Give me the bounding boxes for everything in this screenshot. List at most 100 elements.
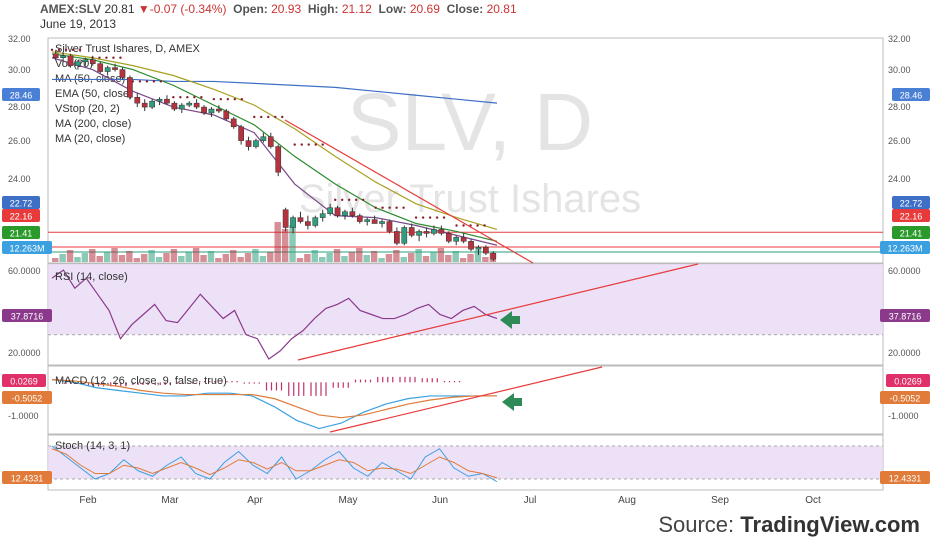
vstop-dot [293, 143, 296, 146]
indicator-line [51, 53, 498, 242]
vstop-dot [274, 115, 277, 119]
candle-body [453, 237, 460, 242]
price-badge-bg [892, 196, 930, 209]
price-badge: 12.263M [9, 244, 44, 254]
x-tick: Oct [805, 495, 821, 506]
x-tick: Jul [524, 495, 537, 506]
volume-bar [66, 250, 74, 262]
x-tick: Jun [432, 495, 448, 506]
open-label: Open: [233, 2, 268, 16]
candle-body [490, 252, 497, 260]
vstop-dot [233, 97, 237, 101]
price-tick: 24.00 [888, 174, 911, 184]
source-label: Source: [658, 512, 735, 537]
signal-badge: -0.5052 [12, 394, 43, 404]
macd-badge: 0.0269 [10, 377, 38, 387]
price-badge-bg [2, 241, 52, 254]
rsi-tick: 20.0000 [888, 348, 921, 358]
source-credit: Source: TradingView.com [658, 512, 920, 538]
legend-item: MA (20, close) [55, 133, 125, 145]
volume-bar [319, 257, 326, 262]
legend-item: EMA (50, close) [55, 88, 133, 100]
vstop-dot [200, 96, 203, 99]
volume-bar [200, 255, 207, 262]
price-tick: 30.00 [888, 65, 911, 75]
vstop-dot [64, 48, 68, 52]
volume-bar [89, 249, 96, 262]
volume-bar [207, 251, 215, 262]
low-value: 20.69 [409, 2, 440, 16]
vstop-dot [354, 198, 358, 202]
price-badge-bg [2, 209, 40, 222]
vstop-dot [361, 198, 365, 202]
candle-body [267, 136, 274, 147]
price-badge-bg [880, 241, 930, 254]
stoch-badge: 12.4331 [889, 474, 922, 484]
candle-body [223, 110, 230, 120]
vstop-dot [240, 97, 244, 101]
candle-body [319, 213, 326, 218]
vstop-dot [414, 216, 418, 219]
signal-badge: -0.5052 [890, 394, 921, 404]
volume-bar [289, 225, 296, 262]
volume-bar [103, 252, 111, 262]
price-tick: 26.00 [8, 136, 31, 146]
close-value: 20.81 [486, 2, 517, 16]
volume-bar [459, 258, 467, 262]
volume-bar [326, 253, 333, 262]
high-value: 21.12 [341, 2, 372, 16]
volume-bar [281, 229, 289, 262]
signal-badge-bg [2, 391, 52, 404]
stoch-line [51, 448, 498, 479]
macd-badge: 0.0269 [894, 377, 922, 387]
vstop-dot [307, 143, 310, 146]
x-tick: Mar [161, 495, 179, 506]
candle-body [141, 102, 148, 108]
vstop-dot [78, 48, 82, 52]
quote-line: AMEX:SLV 20.81 ▼-0.07 (-0.34%) Open: 20.… [40, 2, 517, 16]
price-tick: 26.00 [888, 136, 911, 146]
rsi-badge-bg [2, 309, 52, 322]
vstop-dot [281, 115, 284, 119]
candle-body [127, 77, 133, 98]
vstop-dot [333, 198, 337, 202]
vstop-dot [186, 96, 189, 99]
price-badge: 28.46 [900, 91, 923, 101]
candle-body [230, 118, 237, 128]
price-badge: 12.263M [887, 244, 922, 254]
candle-body [193, 102, 200, 108]
candle-body [364, 219, 371, 222]
price-badge-bg [892, 226, 930, 239]
candle-body [82, 59, 89, 62]
vstop-dot [428, 216, 432, 219]
candle-body [260, 136, 267, 141]
price-tick: 30.00 [8, 65, 31, 75]
vstop-dot [138, 80, 142, 83]
volume-bar [155, 257, 163, 262]
vstop-dot [435, 216, 439, 219]
vstop-dot [50, 48, 54, 52]
volume-bar [59, 254, 66, 262]
candle-body [431, 229, 437, 234]
stoch-badge: 12.4331 [11, 474, 44, 484]
rsi-pane-title: RSI (14, close) [55, 271, 128, 283]
vstop-dot [159, 80, 163, 83]
vstop-dot [300, 143, 303, 146]
volume-bar [437, 248, 445, 262]
price-tick: 28.00 [888, 102, 911, 112]
price-tick: 28.00 [8, 102, 31, 112]
price-badge-bg [2, 196, 40, 209]
open-value: 20.93 [271, 2, 302, 16]
candle-body [245, 140, 252, 147]
candle-body [408, 227, 415, 236]
stoch-plot [48, 445, 883, 483]
rsi-badge-bg [880, 309, 930, 322]
vstop-dot [172, 96, 175, 99]
candle-body [171, 102, 178, 110]
volume-bar [230, 250, 237, 262]
candle-body [349, 211, 356, 216]
candle-body [52, 53, 59, 58]
price-tick: 32.00 [8, 34, 31, 44]
volume-bar [118, 255, 126, 262]
